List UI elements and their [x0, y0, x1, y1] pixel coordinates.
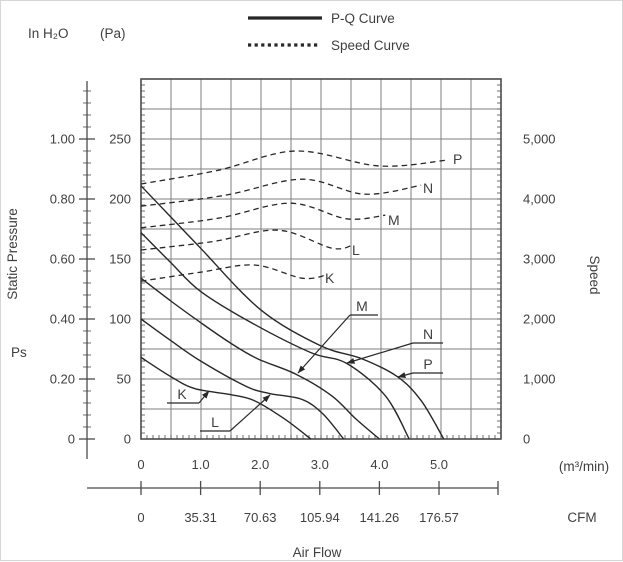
speed-tick-label: 4,000: [523, 192, 556, 207]
pq-label-leader-arrow-K: [198, 390, 210, 404]
pq-curve-L: [140, 318, 345, 440]
flow-cfm-tick-label: 0: [137, 510, 144, 525]
speed-curve-label-P: P: [453, 151, 462, 167]
speed-curve-label-L: L: [352, 242, 360, 258]
flow-m3min-tick-label: 2.0: [251, 457, 269, 472]
pressure-pa-tick-label: 250: [109, 132, 131, 147]
pq-curve-M: [140, 277, 380, 440]
flow-m3min-tick-label: 4.0: [370, 457, 388, 472]
pq-curve-N: [140, 232, 410, 440]
legend-speed-label: Speed Curve: [331, 38, 410, 53]
pq-label-leader-arrow-M: [297, 314, 351, 374]
pressure-axis-title: Static Pressure: [5, 208, 20, 300]
pq-curve-label-L: L: [211, 414, 219, 430]
speed-tick-label: 0: [523, 432, 530, 447]
speed-curve-M: [140, 202, 386, 229]
pressure-symbol-label: Ps: [11, 345, 27, 360]
pressure-inh2o-tick-label: 0.40: [50, 312, 75, 327]
pressure-unit-pa-label: (Pa): [100, 26, 126, 41]
pq-curve-label-M: M: [356, 298, 368, 314]
pressure-pa-tick-label: 100: [109, 312, 131, 327]
pq-curve-P: [140, 185, 445, 440]
flow-cfm-tick-label: 141.26: [360, 510, 400, 525]
speed-axis-title: Speed: [587, 255, 602, 294]
pq-curve-label-K: K: [177, 386, 187, 402]
speed-tick-label: 2,000: [523, 312, 556, 327]
x-axis-title: Air Flow: [293, 545, 342, 560]
pressure-inh2o-tick-label: 0.80: [50, 192, 75, 207]
speed-curve-K: [140, 264, 326, 282]
speed-tick-label: 1,000: [523, 372, 556, 387]
pq-curve-label-N: N: [423, 326, 433, 342]
pq-curve-label-P: P: [423, 356, 432, 372]
pq-label-leader-arrow-N: [346, 342, 414, 364]
flow-unit-m3min-label: (m³/min): [559, 459, 609, 474]
pq-label-leader-arrow-L: [229, 394, 271, 432]
pressure-inh2o-tick-label: 0.20: [50, 372, 75, 387]
pressure-inh2o-tick-label: 1.00: [50, 132, 75, 147]
pressure-pa-tick-label: 50: [117, 372, 131, 387]
speed-curve-L: [140, 229, 353, 251]
pressure-inh2o-tick-label: 0: [68, 432, 75, 447]
flow-unit-cfm-label: CFM: [567, 510, 596, 525]
speed-curve-label-M: M: [388, 212, 400, 228]
flow-cfm-tick-label: 176.57: [419, 510, 459, 525]
pq-label-leader-arrow-P: [397, 372, 414, 378]
legend-pq-label: P-Q Curve: [331, 11, 395, 26]
pressure-pa-tick-label: 200: [109, 192, 131, 207]
pressure-pa-tick-label: 150: [109, 252, 131, 267]
speed-curve-label-N: N: [423, 180, 433, 196]
flow-cfm-tick-label: 105.94: [300, 510, 340, 525]
speed-tick-label: 5,000: [523, 132, 556, 147]
speed-curve-label-K: K: [325, 270, 335, 286]
pressure-pa-tick-label: 0: [124, 432, 131, 447]
flow-m3min-tick-label: 0: [137, 457, 144, 472]
flow-m3min-tick-label: 1.0: [192, 457, 210, 472]
pq-curve-K: [140, 356, 312, 440]
flow-m3min-tick-label: 5.0: [430, 457, 448, 472]
pressure-inh2o-tick-label: 0.60: [50, 252, 75, 267]
flow-cfm-tick-label: 35.31: [184, 510, 217, 525]
speed-tick-label: 3,000: [523, 252, 556, 267]
speed-curve-N: [140, 178, 422, 207]
flow-m3min-tick-label: 3.0: [311, 457, 329, 472]
pressure-unit-inh2o-label: In H₂O: [28, 26, 69, 41]
flow-cfm-tick-label: 70.63: [244, 510, 277, 525]
